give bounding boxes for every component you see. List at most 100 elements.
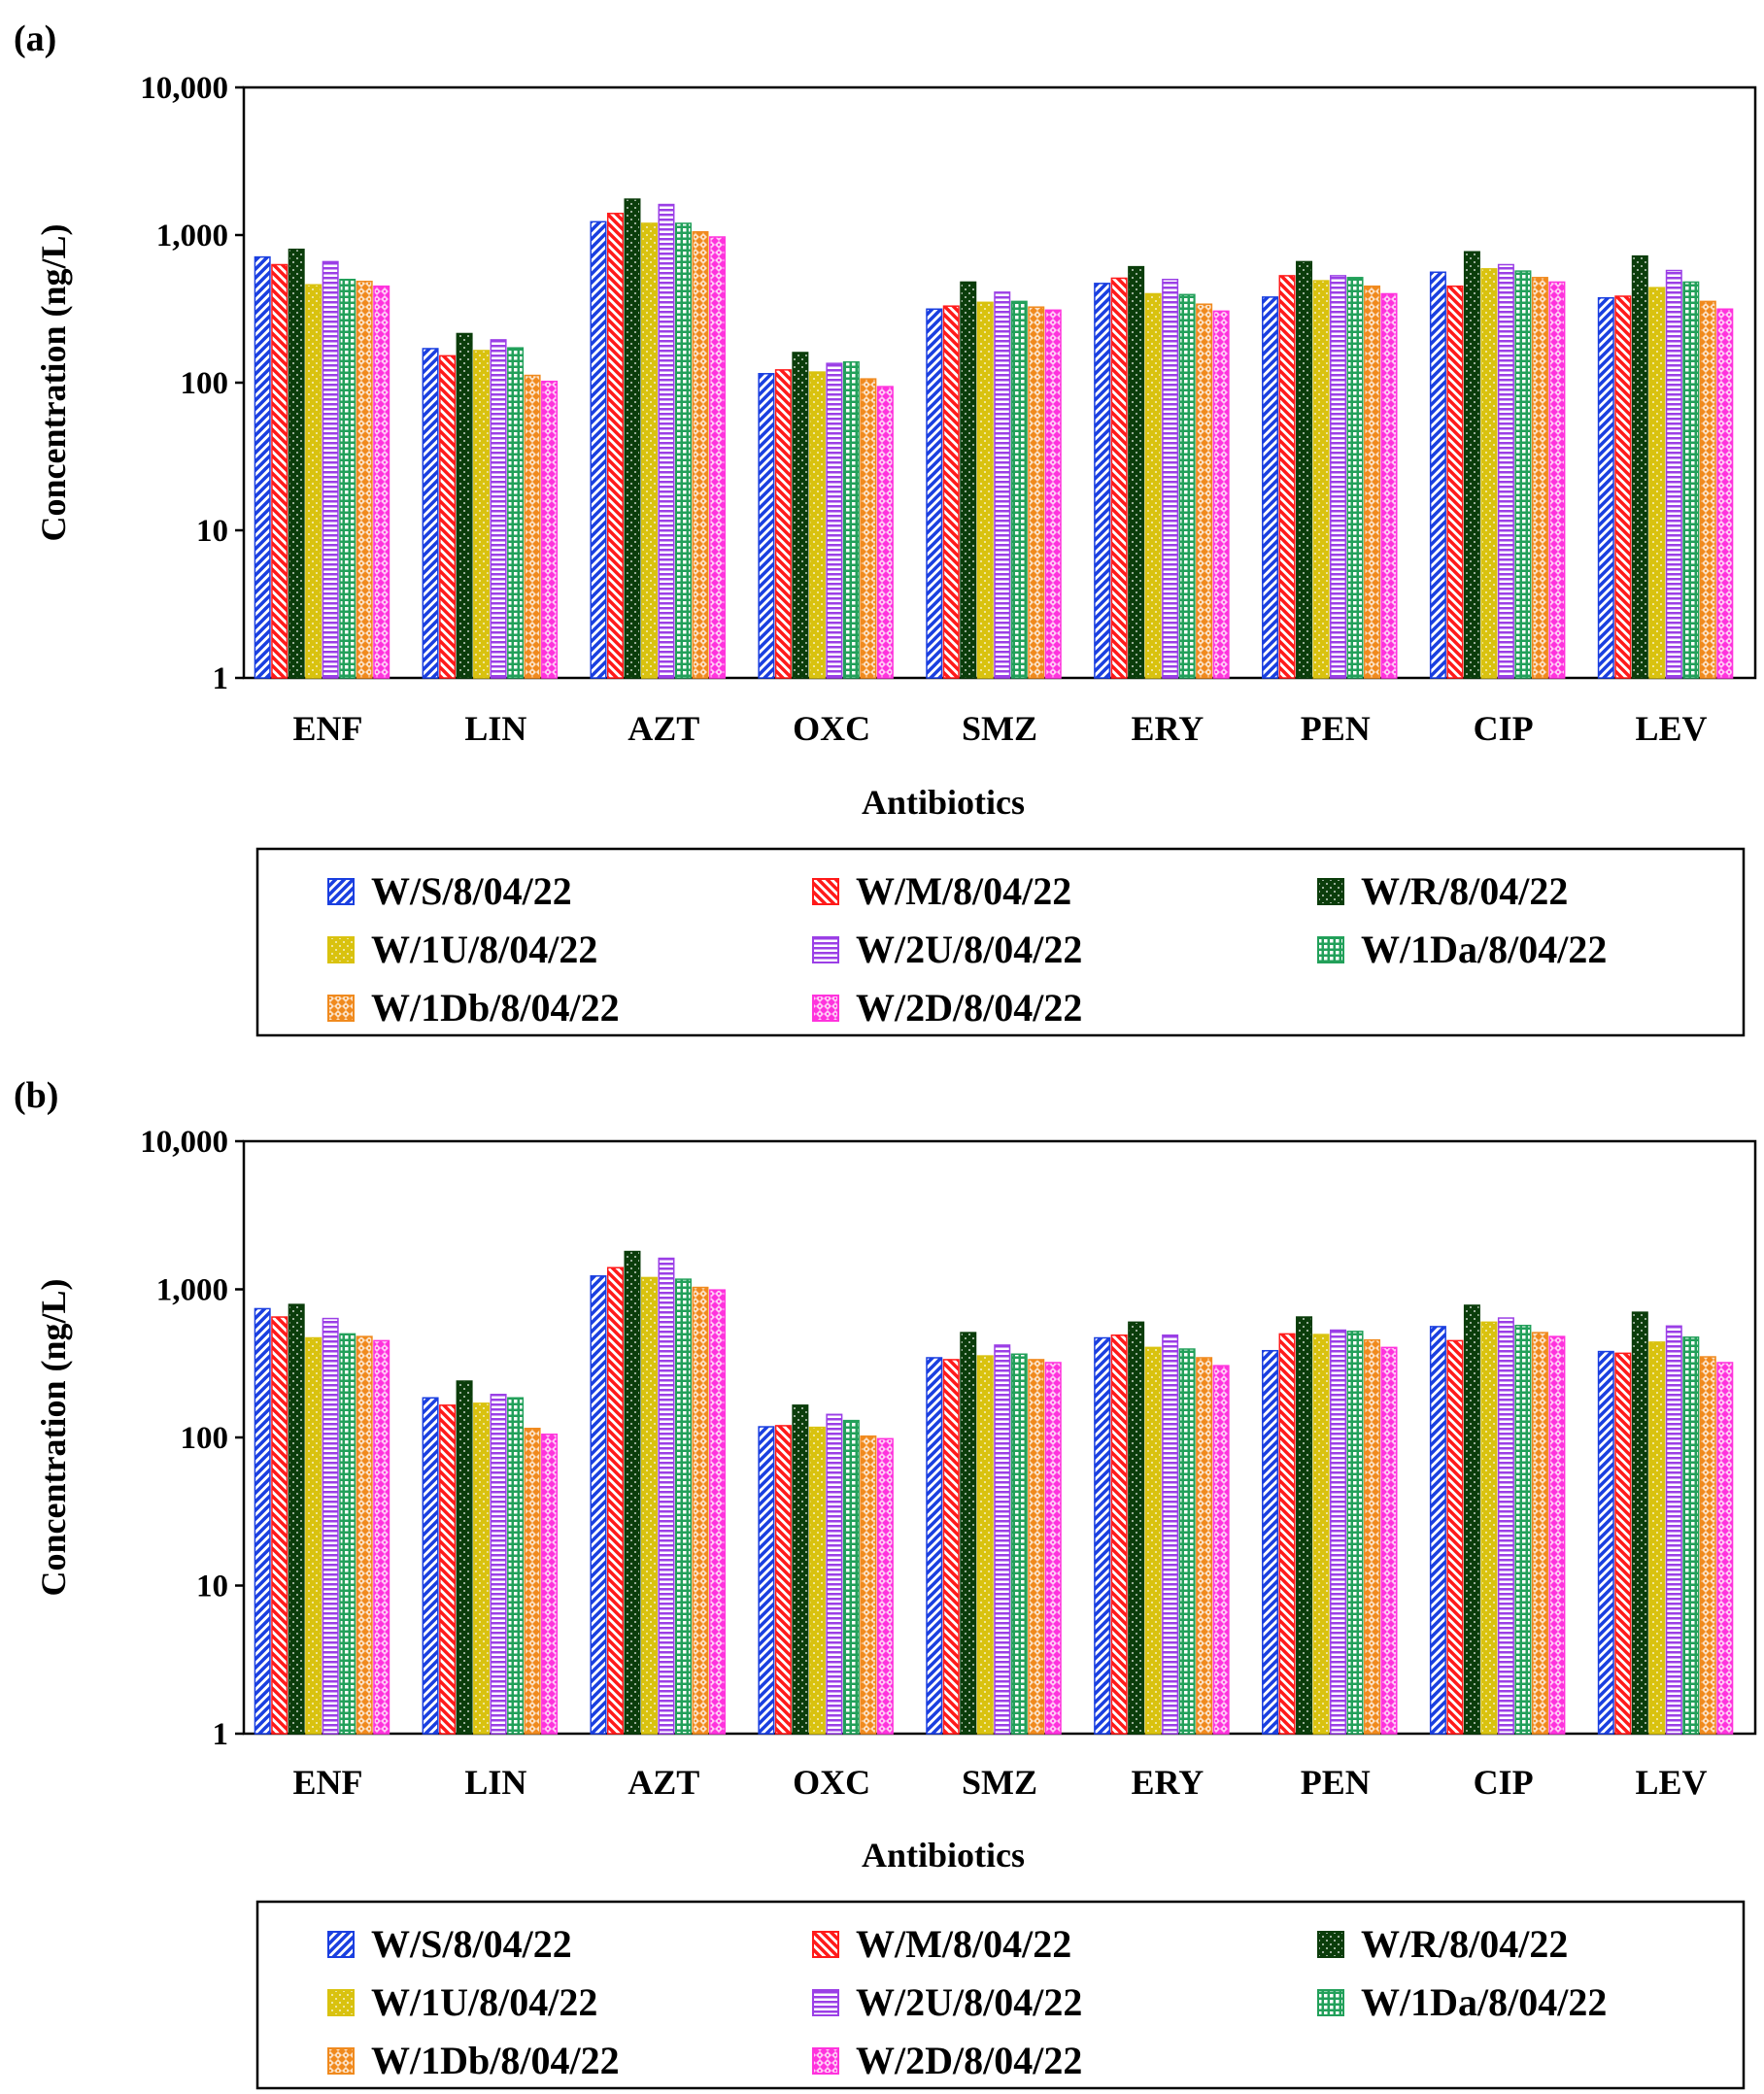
- bar-enf-series-5: [322, 260, 339, 679]
- bar-lev-series-6: [1682, 281, 1700, 679]
- bar-lin-series-2: [439, 355, 457, 679]
- bar-oxc-series-4: [808, 1426, 826, 1735]
- legend-entry-label: W/1Da/8/04/22: [1361, 928, 1607, 971]
- bar-azt-series-3: [624, 1250, 641, 1735]
- bar-azt-series-5: [658, 1257, 675, 1735]
- legend-swatch: [812, 1989, 839, 2016]
- x-tick-label: PEN: [1301, 709, 1371, 748]
- bar-cip-series-5: [1497, 263, 1514, 679]
- legend-entry-label: W/M/8/04/22: [856, 869, 1071, 913]
- bar-enf-series-7: [356, 281, 373, 679]
- bar-oxc-series-2: [774, 369, 792, 679]
- legend-entry-label: W/M/8/04/22: [856, 1922, 1071, 1966]
- bar-lin-series-1: [422, 348, 439, 679]
- y-tick-label: 10,000: [140, 71, 228, 106]
- bar-lev-series-1: [1597, 1350, 1614, 1735]
- legend-swatch: [1317, 878, 1344, 905]
- bar-cip-series-2: [1446, 1339, 1464, 1735]
- x-tick-label: ENF: [292, 1763, 362, 1802]
- bar-enf-series-8: [373, 1339, 390, 1735]
- panel-a-chart: (a) 1 10 100 1,000 10,000 Concentration (ng/L)…: [14, 18, 1757, 1037]
- bar-smz-series-1: [926, 1357, 943, 1735]
- bar-smz-series-6: [1010, 300, 1028, 679]
- bar-enf-series-8: [373, 285, 390, 679]
- bar-pen-series-8: [1380, 1346, 1398, 1735]
- bar-ery-series-4: [1144, 1346, 1162, 1735]
- bar-azt-series-6: [674, 1278, 692, 1735]
- bar-azt-series-6: [674, 222, 692, 679]
- legend-entry-label: W/2D/8/04/22: [856, 986, 1082, 1030]
- legend-swatch: [327, 2047, 355, 2075]
- legend-entry-label: W/2U/8/04/22: [856, 928, 1082, 971]
- bar-ery-series-3: [1128, 265, 1145, 679]
- bar-lev-series-4: [1648, 287, 1666, 679]
- legend-swatch: [1317, 1989, 1344, 2016]
- bar-lin-series-5: [490, 1394, 507, 1735]
- bar-oxc-series-2: [774, 1425, 792, 1735]
- bar-lev-series-7: [1699, 1356, 1716, 1735]
- bar-cip-series-6: [1514, 1324, 1532, 1735]
- legend-entry-label: W/1Da/8/04/22: [1361, 1980, 1607, 2024]
- bar-ery-series-1: [1094, 1336, 1111, 1735]
- bar-smz-series-4: [976, 1355, 994, 1735]
- x-tick-label: CIP: [1474, 709, 1534, 748]
- x-tick-label: SMZ: [962, 1763, 1037, 1802]
- bar-pen-series-6: [1346, 277, 1364, 679]
- bar-lev-series-5: [1665, 269, 1682, 679]
- bar-oxc-series-1: [758, 373, 775, 679]
- bar-lin-series-1: [422, 1397, 439, 1735]
- bar-smz-series-2: [942, 305, 960, 679]
- bar-oxc-series-5: [826, 362, 843, 679]
- bar-lin-series-7: [524, 1427, 541, 1735]
- bar-smz-series-8: [1044, 309, 1062, 679]
- legend-swatch: [812, 936, 839, 963]
- bar-lin-series-8: [541, 1434, 559, 1735]
- bar-cip-series-3: [1463, 1304, 1480, 1735]
- legend-swatch: [1317, 1931, 1344, 1958]
- bar-lin-series-7: [524, 374, 541, 679]
- bar-pen-series-7: [1364, 1338, 1381, 1735]
- bar-lin-series-2: [439, 1404, 457, 1735]
- bar-lev-series-7: [1699, 300, 1716, 679]
- bar-ery-series-8: [1212, 310, 1230, 679]
- legend-entry-label: W/1Db/8/04/22: [371, 986, 620, 1030]
- bar-cip-series-1: [1429, 1326, 1446, 1735]
- legend-entry-label: W/2U/8/04/22: [856, 1980, 1082, 2024]
- legend-entry-label: W/1Db/8/04/22: [371, 2039, 620, 2082]
- bar-azt-series-5: [658, 203, 675, 679]
- bar-azt-series-4: [640, 1276, 658, 1735]
- x-axis-label: Antibiotics: [862, 783, 1025, 822]
- bar-smz-series-7: [1028, 1359, 1045, 1735]
- bar-smz-series-2: [942, 1359, 960, 1735]
- x-tick-label: SMZ: [962, 709, 1037, 748]
- y-tick-label: 100: [181, 1421, 229, 1456]
- legend-swatch: [1317, 936, 1344, 963]
- x-tick-label: CIP: [1474, 1763, 1534, 1802]
- bar-pen-series-5: [1330, 1329, 1347, 1735]
- bar-lev-series-1: [1597, 296, 1614, 679]
- legend-entry-label: W/S/8/04/22: [371, 869, 572, 913]
- bar-smz-series-1: [926, 308, 943, 679]
- y-tick-label: 1: [213, 661, 229, 696]
- bar-enf-series-3: [288, 248, 305, 679]
- legend-box: [255, 1900, 1746, 2090]
- bar-enf-series-5: [322, 1317, 339, 1735]
- bar-lin-series-5: [490, 339, 507, 679]
- legend-swatch: [327, 936, 355, 963]
- bar-ery-series-1: [1094, 283, 1111, 679]
- bar-ery-series-4: [1144, 292, 1162, 679]
- bar-oxc-series-7: [860, 378, 877, 679]
- bar-enf-series-3: [288, 1303, 305, 1735]
- legend: W/S/8/04/22 W/M/8/04/22 W/R/8/04/22 W/1U/8/…: [255, 847, 1746, 1037]
- bar-pen-series-4: [1312, 280, 1330, 679]
- bar-cip-series-5: [1497, 1317, 1514, 1735]
- legend-entry-label: W/1U/8/04/22: [371, 1980, 597, 2024]
- bar-smz-series-8: [1044, 1362, 1062, 1735]
- y-tick-label: 1,000: [156, 219, 228, 253]
- bar-cip-series-8: [1548, 1335, 1566, 1735]
- bar-oxc-series-3: [792, 1404, 809, 1735]
- bar-oxc-series-8: [876, 386, 894, 679]
- bar-ery-series-7: [1196, 303, 1213, 679]
- bar-lev-series-2: [1614, 295, 1632, 679]
